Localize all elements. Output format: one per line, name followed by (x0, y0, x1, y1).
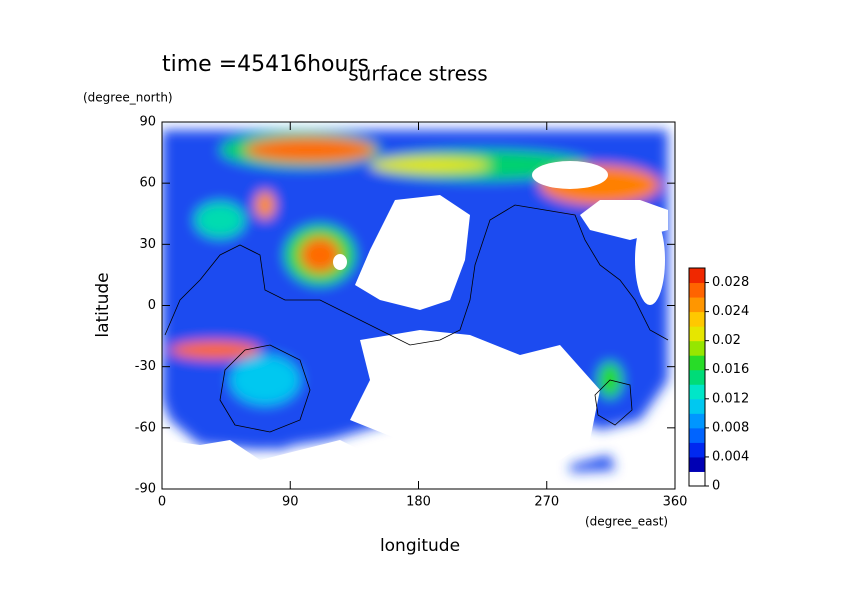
colorbar-swatch (689, 326, 705, 342)
field (162, 130, 669, 489)
y-tick-label: -30 (135, 359, 156, 374)
colorbar-swatch (689, 456, 705, 472)
x-unit: (degree_east) (585, 515, 668, 529)
colorbar-swatch (689, 282, 705, 298)
y-tick-label: 0 (148, 298, 156, 313)
colorbar-tick-label: 0.024 (712, 304, 749, 319)
colorbar-swatch (689, 471, 705, 487)
colorbar-swatch (689, 384, 705, 400)
y-tick-label: 60 (139, 176, 156, 191)
chart-title: surface stress (348, 62, 487, 86)
colorbar-swatch (689, 369, 705, 385)
colorbar-tick-label: 0.016 (712, 362, 749, 377)
colorbar-tick-label: 0.028 (712, 275, 749, 290)
colorbar-tick-label: 0.004 (712, 449, 749, 464)
colorbar-tick-label: 0.012 (712, 391, 749, 406)
colorbar-swatch (689, 413, 705, 429)
colorbar-swatch (689, 268, 705, 284)
colorbar-tick-label: 0.008 (712, 420, 749, 435)
y-unit: (degree_north) (83, 91, 173, 105)
colorbar-swatch (689, 398, 705, 414)
x-tick-label: 180 (406, 495, 431, 510)
x-tick-label: 90 (282, 495, 299, 510)
x-tick-label: 360 (663, 495, 688, 510)
subtitle: time =45416hours (162, 52, 369, 77)
colorbar-frame (688, 267, 706, 487)
x-tick-label: 270 (534, 495, 559, 510)
y-tick-label: 30 (139, 237, 156, 252)
x-tick-label: 0 (158, 495, 166, 510)
coastline (164, 204, 669, 433)
y-tick-label: 90 (139, 115, 156, 130)
x-axis-label: longitude (380, 536, 460, 556)
y-axis-label: latitude (93, 272, 113, 337)
colorbar-tick-label: 0.02 (712, 333, 741, 348)
y-tick-label: -90 (135, 482, 156, 497)
colorbar-swatch (689, 311, 705, 327)
colorbar-swatch (689, 297, 705, 313)
colorbar-swatch (689, 340, 705, 356)
y-tick-label: -60 (135, 420, 156, 435)
colorbar-swatch (689, 442, 705, 458)
colorbar-swatch (689, 427, 705, 443)
colorbar-tick-label: 0 (712, 479, 720, 494)
colorbar-swatch (689, 355, 705, 371)
